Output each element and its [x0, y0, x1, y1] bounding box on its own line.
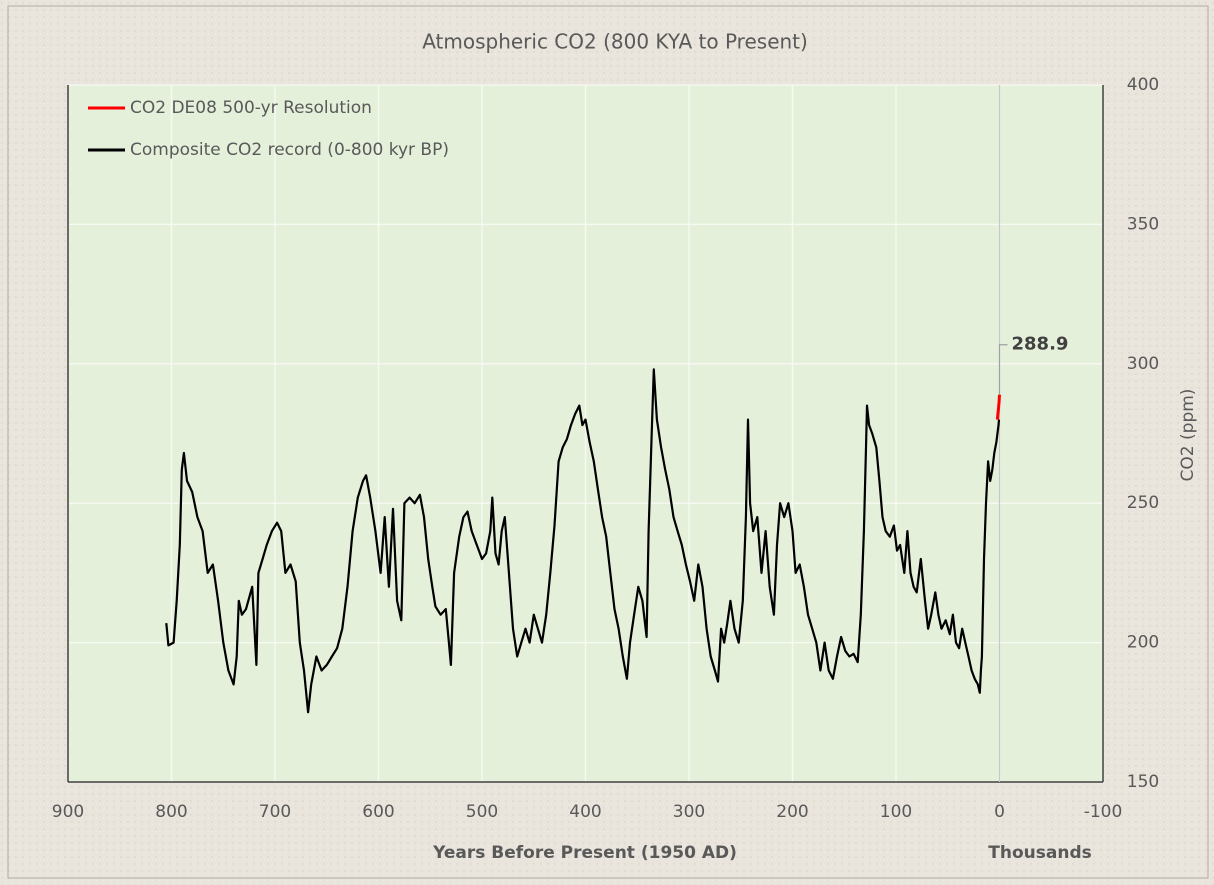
x-tick-label: 100 [880, 802, 912, 822]
x-unit-label: Thousands [988, 843, 1091, 863]
x-tick-label: 700 [259, 802, 291, 822]
y-tick-label: 150 [1127, 772, 1159, 792]
x-tick-label: 500 [466, 802, 498, 822]
y-tick-label: 350 [1127, 214, 1159, 234]
y-tick-label: 250 [1127, 493, 1159, 513]
series-line [995, 394, 1001, 420]
y-axis-title: CO2 (ppm) [1178, 389, 1198, 482]
x-tick-label: 300 [673, 802, 705, 822]
x-tick-label: 900 [52, 802, 84, 822]
x-tick-label: 600 [362, 802, 394, 822]
x-tick-label: 800 [155, 802, 187, 822]
series-line [165, 368, 1001, 714]
x-tick-label: 400 [569, 802, 601, 822]
legend-label: CO2 DE08 500-yr Resolution [130, 98, 372, 118]
y-tick-label: 300 [1127, 354, 1159, 374]
x-tick-label: -100 [1084, 802, 1123, 822]
annotation-leader [998, 344, 1008, 395]
legend-label: Composite CO2 record (0-800 kyr BP) [130, 140, 449, 160]
y-tick-label: 200 [1127, 633, 1159, 653]
x-axis-title: Years Before Present (1950 AD) [432, 843, 737, 863]
x-tick-label: 0 [994, 802, 1005, 822]
chart-title: Atmospheric CO2 (800 KYA to Present) [422, 30, 808, 54]
y-tick-label: 400 [1127, 75, 1159, 95]
chart-border [7, 5, 1209, 879]
x-tick-label: 200 [776, 802, 808, 822]
annotation: 288.9 [1012, 334, 1069, 355]
